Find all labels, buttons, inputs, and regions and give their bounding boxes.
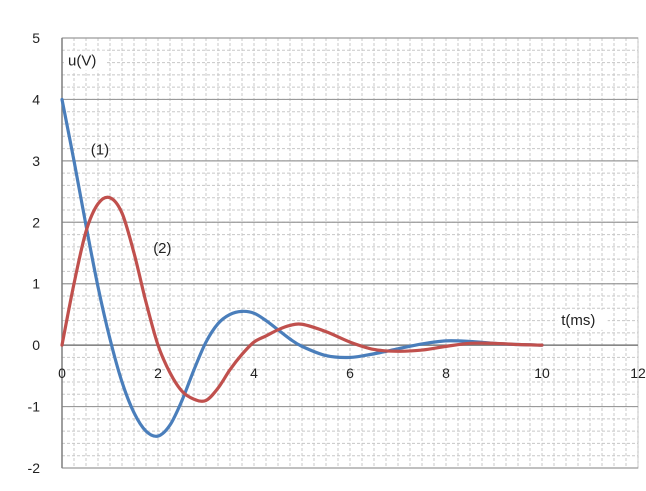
y-tick-label: 4 bbox=[32, 91, 40, 107]
y-tick-label: -2 bbox=[28, 460, 41, 476]
minor-grid bbox=[61, 37, 639, 469]
series-line-1 bbox=[60, 97, 544, 438]
curve-annotation-1: (1) bbox=[91, 142, 109, 159]
y-tick-label: 2 bbox=[32, 214, 40, 230]
series-line-2 bbox=[60, 195, 544, 403]
x-tick-label: 2 bbox=[154, 365, 162, 381]
x-tick-label: 6 bbox=[346, 365, 354, 381]
y-axis-label-text: u(V) bbox=[68, 53, 96, 70]
y-tick-label: 1 bbox=[32, 276, 40, 292]
x-tick-label: 0 bbox=[58, 365, 66, 381]
x-tick-label: 12 bbox=[630, 365, 646, 381]
labels-layer: u(V) t(ms) (1) (2) bbox=[64, 50, 608, 330]
x-tick-label: 10 bbox=[534, 365, 550, 381]
major-grid bbox=[62, 37, 638, 469]
y-tick-label: -1 bbox=[28, 399, 41, 415]
x-axis-label-text: t(ms) bbox=[561, 312, 595, 329]
series-layer bbox=[60, 97, 544, 438]
curve-annotation-2: (2) bbox=[153, 240, 171, 257]
x-tick-label: 4 bbox=[250, 365, 258, 381]
y-tick-label: 3 bbox=[32, 153, 40, 169]
x-tick-label: 8 bbox=[442, 365, 450, 381]
y-axis-label-bg bbox=[64, 50, 106, 71]
x-axis-label: t(ms) bbox=[557, 309, 608, 330]
y-axis-label: u(V) bbox=[64, 50, 106, 71]
y-tick-label: 5 bbox=[32, 30, 40, 46]
x-axis-label-bg bbox=[557, 309, 608, 330]
y-tick-label: 0 bbox=[32, 337, 40, 353]
